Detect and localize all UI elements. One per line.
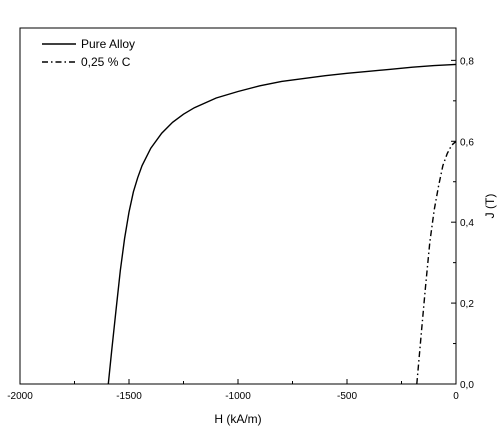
series-line-1	[416, 140, 457, 385]
y-tick-label: 0,4	[460, 218, 474, 229]
x-tick-label: -1000	[225, 391, 251, 402]
y-tick-label: 0,6	[460, 137, 474, 148]
x-tick-label: -2000	[7, 391, 33, 402]
x-tick-label: -500	[337, 391, 357, 402]
x-tick-label: 0	[453, 391, 459, 402]
x-axis-label: H (kA/m)	[214, 412, 261, 426]
plot-frame	[19, 27, 457, 385]
y-tick-label: 0,8	[460, 56, 474, 67]
plot-border	[19, 27, 457, 385]
y-tick-label: 0,0	[460, 380, 474, 391]
x-axis: -2000 -1500 -1000 -500 0	[7, 379, 459, 402]
legend: Pure Alloy 0,25 % C	[42, 37, 135, 69]
x-tick-label: -1500	[116, 391, 142, 402]
y-axis-label: J (T)	[483, 194, 497, 219]
legend-label: Pure Alloy	[81, 37, 135, 51]
y-tick-label: 0,2	[460, 299, 474, 310]
legend-label: 0,25 % C	[81, 55, 131, 69]
series-layer	[107, 63, 457, 385]
series-line-0	[107, 63, 457, 385]
y-axis: 0,0 0,2 0,4 0,6 0,8	[451, 56, 474, 391]
